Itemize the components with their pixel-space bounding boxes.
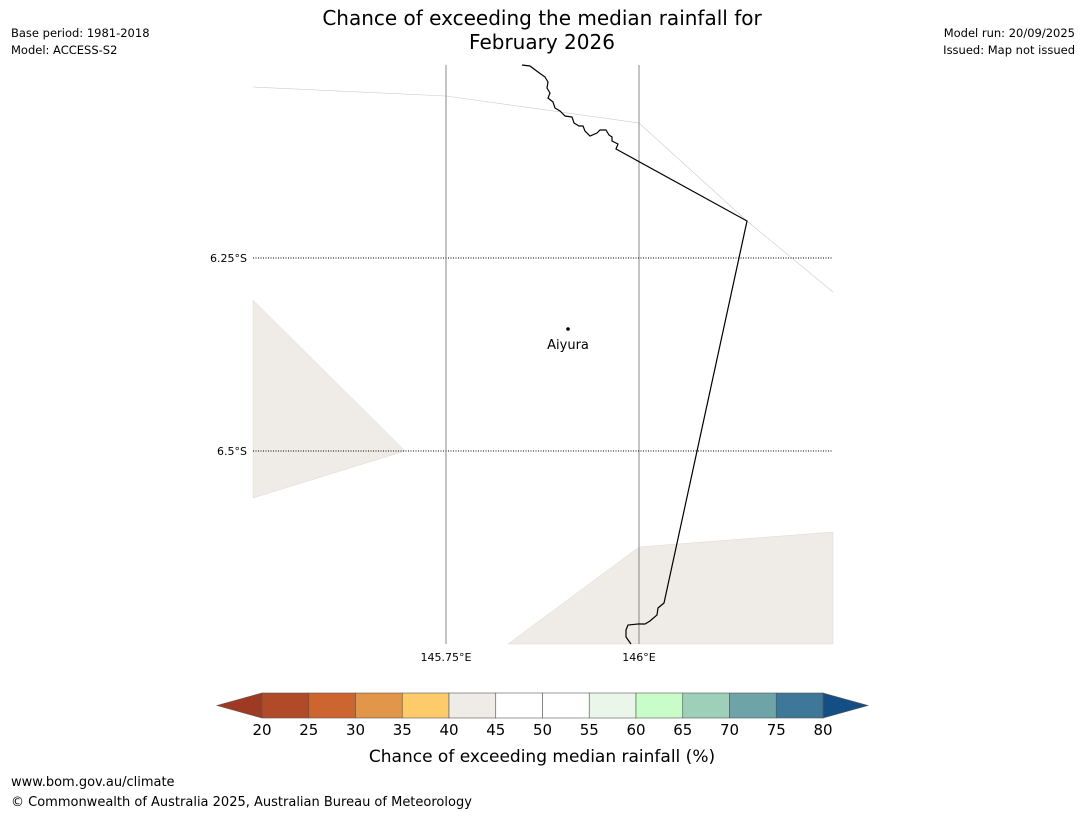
shaded-region-southeast — [507, 531, 834, 645]
aiyura-marker — [566, 327, 570, 331]
colorbar-tick-label: 45 — [486, 721, 505, 739]
title-line-1: Chance of exceeding the median rainfall … — [322, 6, 762, 30]
lat-label-6-25: 6.25°S — [210, 252, 247, 265]
base-period: Base period: 1981-2018 — [11, 26, 150, 40]
model-run: Model run: 20/09/2025 — [943, 26, 1075, 40]
model-name: Model: ACCESS-S2 — [11, 43, 118, 57]
header-left-info: Base period: 1981-2018 Model: ACCESS-S2 — [11, 25, 150, 59]
issued-status: Issued: Map not issued — [943, 43, 1075, 57]
aiyura-label: Aiyura — [547, 338, 589, 353]
colorbar-bin — [495, 692, 543, 719]
colorbar-tick-label: 40 — [439, 721, 458, 739]
colorbar-tick-label: 55 — [580, 721, 599, 739]
footer-url: www.bom.gov.au/climate — [11, 775, 175, 790]
colorbar-bin — [682, 692, 730, 719]
lon-label-146: 146°E — [622, 651, 655, 664]
province-boundary — [521, 64, 748, 645]
page-title: Chance of exceeding the median rainfall … — [242, 6, 842, 54]
colorbar-bin — [355, 692, 403, 719]
colorbar-tick-label: 80 — [813, 721, 832, 739]
colorbar-bin — [542, 692, 590, 719]
colorbar: 20 25 30 35 40 45 50 55 60 65 70 75 80 Chance of exc… — [215, 692, 870, 767]
colorbar-tick-label: 25 — [299, 721, 318, 739]
colorbar-bin — [729, 692, 777, 719]
colorbar-bin — [588, 692, 637, 719]
colorbar-tick-label: 50 — [533, 721, 552, 739]
colorbar-tick-label: 65 — [673, 721, 692, 739]
colorbar-tick-label: 30 — [346, 721, 365, 739]
lon-label-145-75: 145.75°E — [421, 651, 472, 664]
colorbar-bin — [775, 692, 824, 719]
colorbar-tick-label: 20 — [252, 721, 271, 739]
colorbar-label: Chance of exceeding median rainfall (%) — [369, 747, 715, 767]
colorbar-tick-label: 75 — [767, 721, 786, 739]
colorbar-bin — [448, 692, 497, 719]
shaded-region-west — [252, 299, 406, 499]
lat-label-6-5: 6.5°S — [217, 445, 247, 458]
colorbar-over-arrow — [822, 692, 870, 719]
colorbar-tick-label: 60 — [626, 721, 645, 739]
colorbar-bin — [261, 692, 310, 719]
header-right-info: Model run: 20/09/2025 Issued: Map not is… — [943, 25, 1075, 59]
colorbar-tick-label: 70 — [720, 721, 739, 739]
colorbar-tick-label: 35 — [393, 721, 412, 739]
grid-cell-boundary — [252, 86, 834, 293]
colorbar-under-arrow — [215, 692, 263, 719]
colorbar-bin — [635, 692, 684, 719]
colorbar-bin — [401, 692, 450, 719]
footer-copyright: © Commonwealth of Australia 2025, Austra… — [11, 795, 472, 810]
colorbar-bin — [308, 692, 356, 719]
title-line-2: February 2026 — [469, 30, 615, 54]
